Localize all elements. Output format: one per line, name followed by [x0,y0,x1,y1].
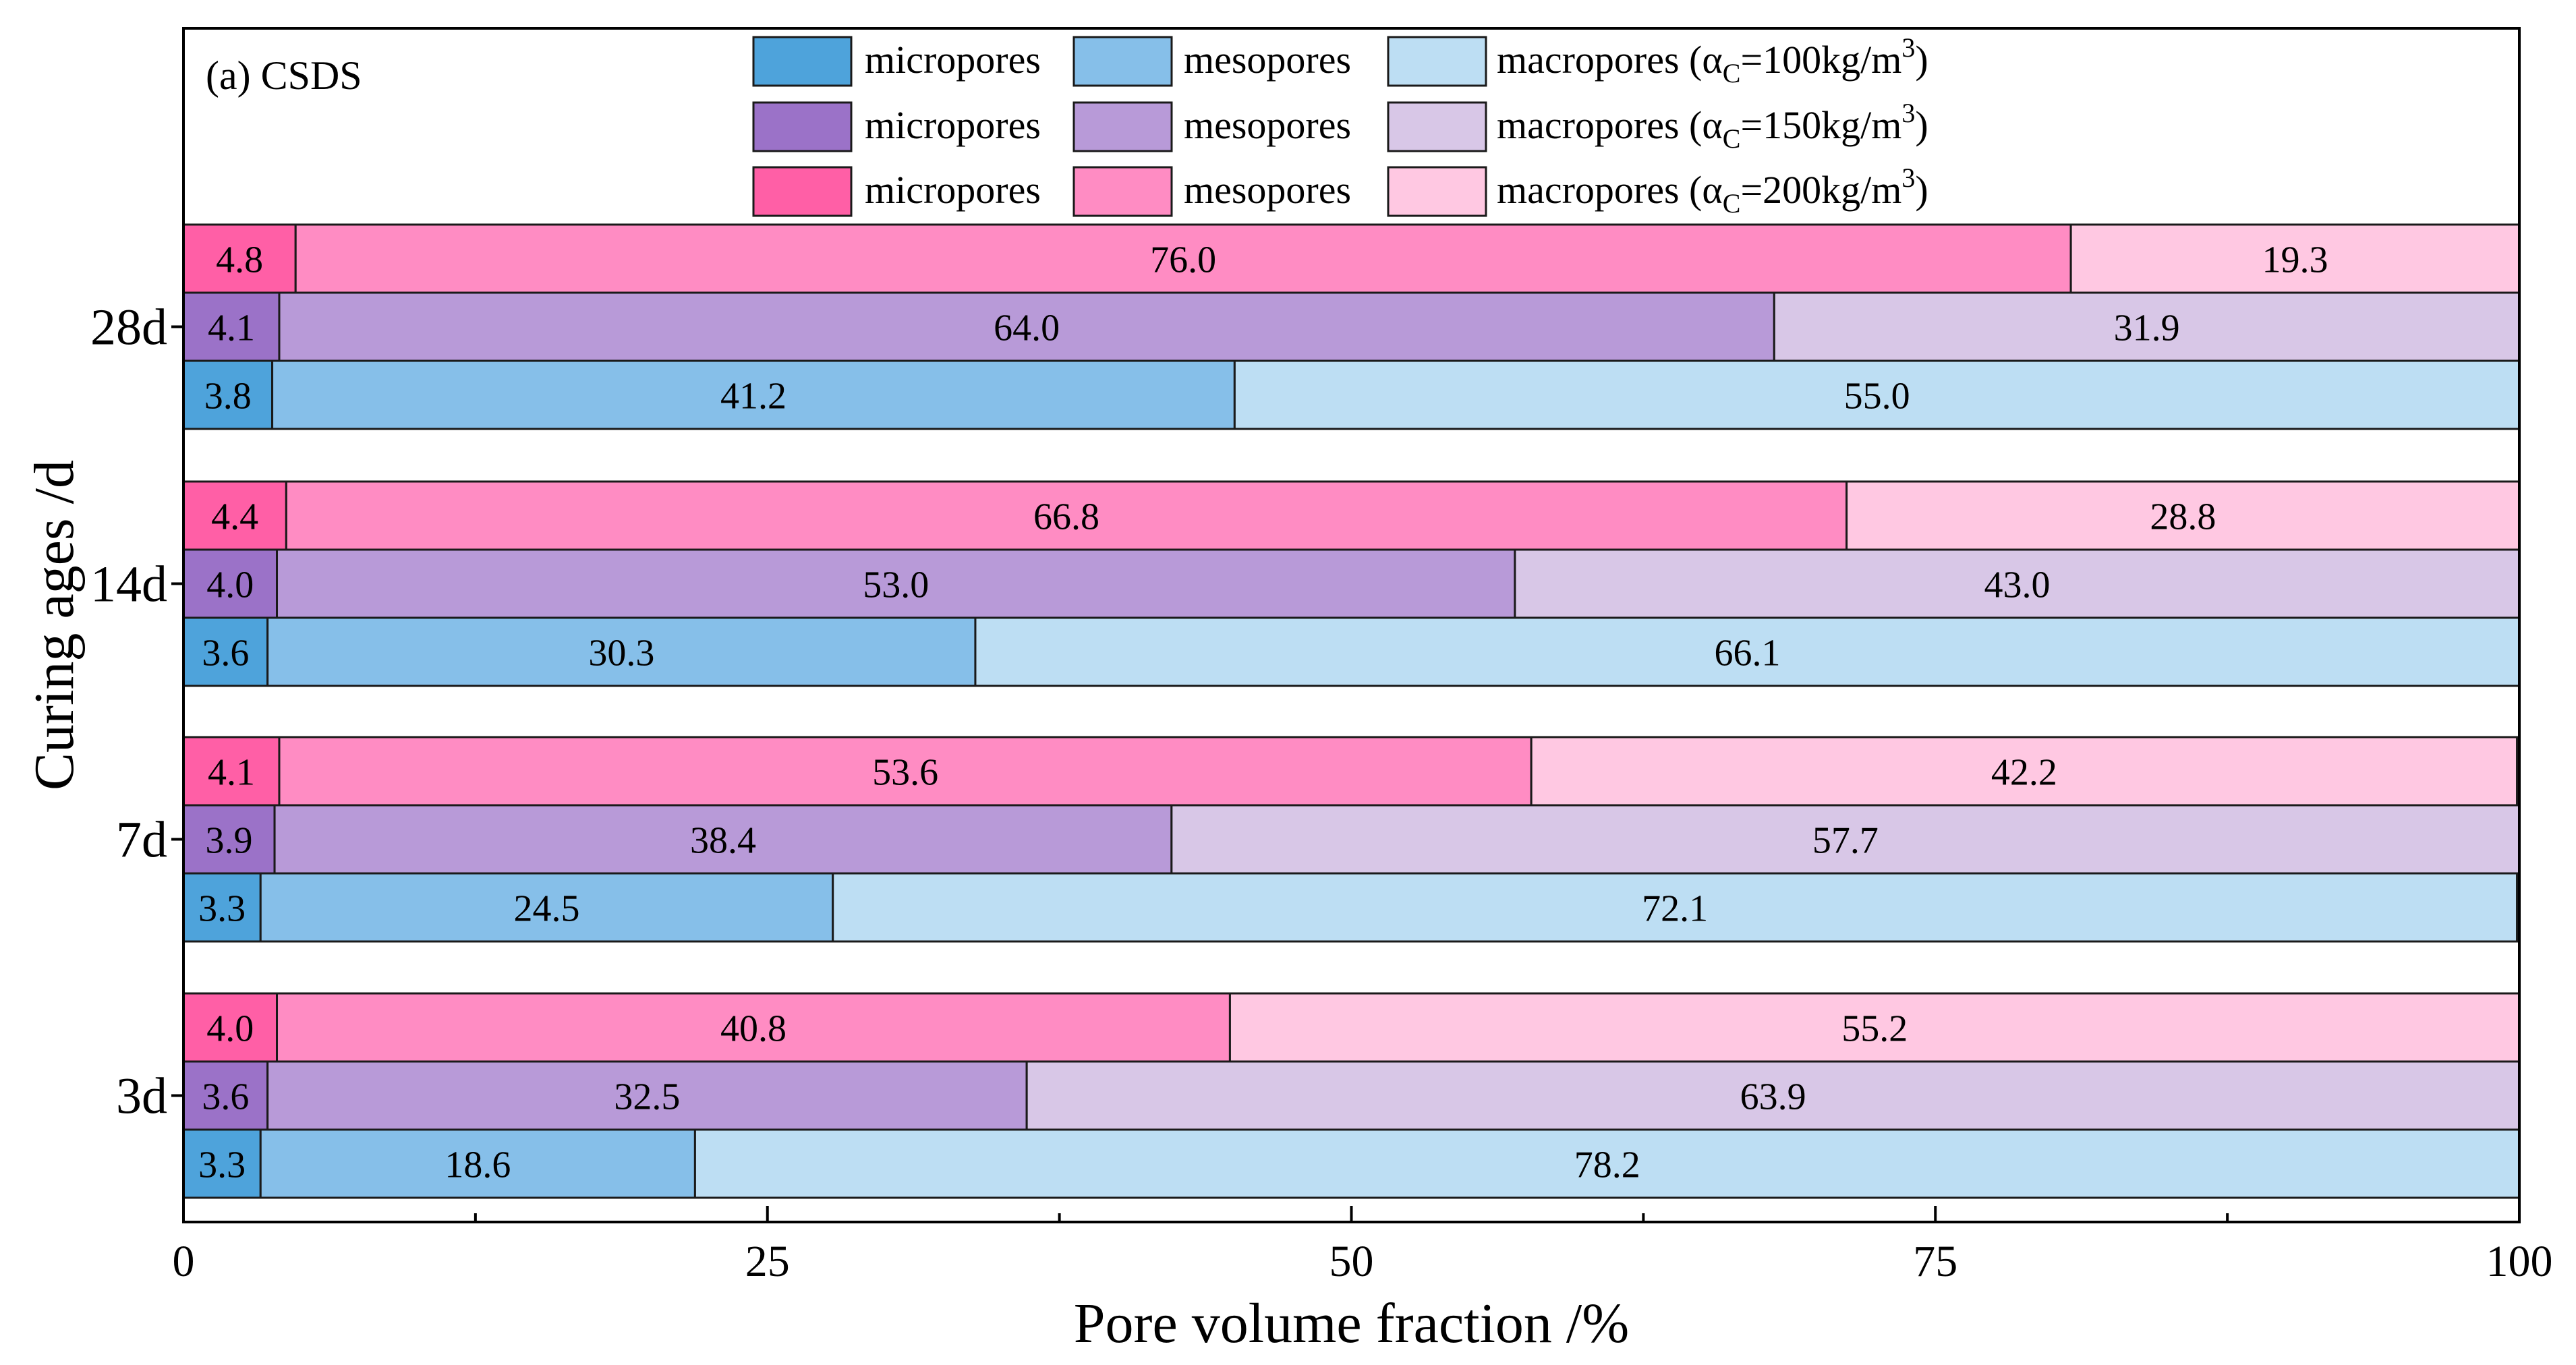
bar-value-label: 4.4 [211,496,258,538]
bar-value-label: 43.0 [1984,564,2050,606]
bar-value-label: 19.3 [2262,239,2328,281]
bar-value-label: 76.0 [1150,239,1216,281]
legend-swatch [1072,166,1173,217]
legend-label: micropores [865,38,1041,82]
legend-label: mesopores [1184,103,1351,147]
bar-7d-micropores-group3 [182,736,281,807]
y-tick-label: 28d [90,299,167,356]
y-axis-label: Curing ages /d [23,460,86,790]
legend-label: mesopores [1184,168,1351,212]
bar-value-label: 55.0 [1844,376,1910,417]
bar-value-label: 53.0 [863,564,929,606]
bar-14d-macropores-group1 [974,616,2521,687]
legend-swatch [1387,101,1487,152]
axes: 0 25 50 75 100 3d 7d 14d 28d [90,299,2553,1287]
bar-value-label: 18.6 [445,1144,511,1186]
legend-label: macropores (αC=200kg/m3) [1497,163,1928,219]
legend-label: micropores [865,168,1041,212]
bar-value-label: 3.3 [198,888,246,930]
x-tick-label: 0 [173,1237,195,1286]
bar-value-label: 72.1 [1642,888,1708,930]
x-axis-label: Pore volume fraction /% [1074,1292,1629,1355]
bar-value-label: 3.9 [206,820,253,862]
y-tick-label: 7d [116,812,167,869]
bar-value-label: 64.0 [994,308,1060,349]
bar-value-label: 4.0 [206,1008,254,1050]
legend-label: macropores (αC=100kg/m3) [1497,32,1928,88]
y-tick-label: 14d [90,556,167,613]
bar-28d-macropores-group3 [2069,223,2521,294]
bar-value-label: 40.8 [720,1008,786,1050]
bar-7d-mesopores-group3 [278,736,1533,807]
bar-value-label: 57.7 [1812,820,1879,862]
bar-value-label: 4.0 [206,564,254,606]
bar-7d-macropores-group3 [1530,736,2519,807]
bar-7d-mesopores-group1 [259,872,834,943]
bar-value-label: 63.9 [1740,1076,1806,1118]
bar-value-label: 3.6 [202,1076,249,1118]
bar-value-label: 78.2 [1574,1144,1640,1186]
bar-value-label: 66.8 [1033,496,1099,538]
bar-14d-mesopores-group2 [276,548,1516,619]
bar-value-label: 38.4 [690,820,756,862]
bar-value-label: 42.2 [1991,752,2057,794]
legend-swatch [752,166,853,217]
bar-28d-mesopores-group3 [294,223,2072,294]
bar-value-label: 3.8 [204,376,252,417]
legend-label: micropores [865,103,1041,147]
bar-3d-mesopores-group3 [276,992,1231,1063]
bar-value-label: 30.3 [588,633,654,674]
bar-3d-macropores-group3 [1228,992,2521,1063]
bar-28d-micropores-group3 [182,223,297,294]
bar-value-label: 3.3 [198,1144,246,1186]
legend-swatch [1387,166,1487,217]
legend-label: mesopores [1184,38,1351,82]
x-tick-label: 50 [1329,1237,1374,1286]
bar-value-label: 24.5 [513,888,579,930]
legend: micropores mesopores macropores (αC=100kg/… [752,32,1928,219]
bar-7d-mesopores-group2 [273,804,1173,875]
bar-value-label: 55.2 [1841,1008,1908,1050]
legend-swatch [1387,36,1487,87]
bar-28d-micropores-group2 [182,291,281,362]
bar-value-label: 66.1 [1714,633,1780,674]
bar-14d-macropores-group3 [1845,480,2521,551]
x-tick-label: 75 [1913,1237,1957,1286]
bar-value-label: 28.8 [2150,496,2216,538]
bar-value-label: 4.1 [208,752,255,794]
bar-value-label: 4.8 [216,239,263,281]
legend-swatch [752,36,853,87]
bar-28d-mesopores-group1 [271,359,1236,430]
x-tick-label: 100 [2486,1237,2553,1286]
legend-swatch [1072,36,1173,87]
bar-value-label: 31.9 [2114,308,2180,349]
legend-swatch [752,101,853,152]
bar-28d-macropores-group1 [1233,359,2521,430]
bar-value-label: 53.6 [872,752,938,794]
bar-3d-mesopores-group2 [266,1060,1028,1131]
bar-28d-macropores-group2 [1773,291,2521,362]
bar-3d-macropores-group1 [693,1128,2521,1199]
bar-value-label: 32.5 [614,1076,680,1118]
bar-layer: 3.3 18.6 78.2 3.6 32.5 63.9 4.0 40.8 55.2 3.3 24.5… [182,223,2521,1199]
bar-value-label: 3.6 [202,633,249,674]
legend-swatch [1072,101,1173,152]
legend-label: macropores (αC=150kg/m3) [1497,98,1928,154]
bar-3d-micropores-group1 [182,1128,262,1199]
bar-3d-macropores-group2 [1025,1060,2521,1131]
x-tick-label: 25 [745,1237,790,1286]
bar-value-label: 41.2 [720,376,786,417]
panel-label: (a) CSDS [206,53,362,98]
bar-value-label: 4.1 [208,308,255,349]
y-tick-label: 3d [116,1068,167,1125]
